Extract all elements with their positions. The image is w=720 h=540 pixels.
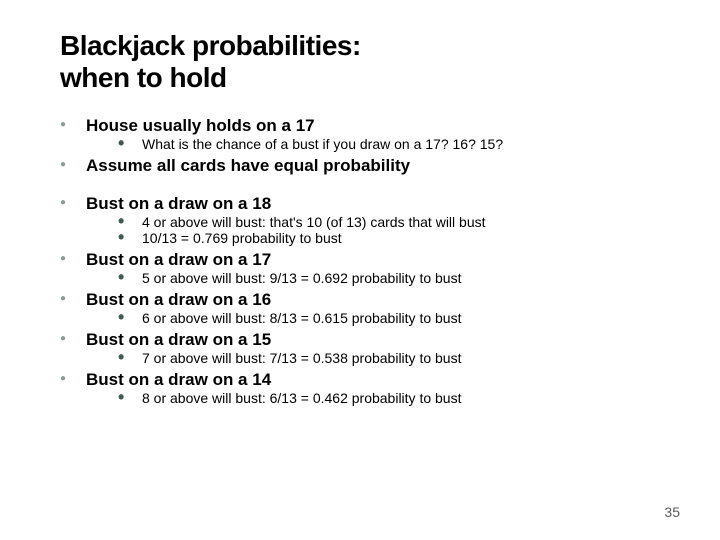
list-item-text: Bust on a draw on a 17 (86, 250, 271, 269)
sub-list-item: 4 or above will bust: that's 10 (of 13) … (112, 214, 660, 230)
list-item-text: Bust on a draw on a 18 (86, 194, 271, 213)
sub-list: 7 or above will bust: 7/13 = 0.538 proba… (112, 350, 660, 366)
sub-list-item: 5 or above will bust: 9/13 = 0.692 proba… (112, 270, 660, 286)
sub-list: 6 or above will bust: 8/13 = 0.615 proba… (112, 310, 660, 326)
page-number: 35 (664, 504, 680, 520)
bullet-list: House usually holds on a 17What is the c… (60, 116, 660, 406)
slide: Blackjack probabilities: when to hold Ho… (0, 0, 720, 540)
list-item: Bust on a draw on a 184 or above will bu… (60, 194, 660, 246)
sub-list-item: 10/13 = 0.769 probability to bust (112, 230, 660, 246)
sub-list-item: 6 or above will bust: 8/13 = 0.615 proba… (112, 310, 660, 326)
sub-list: What is the chance of a bust if you draw… (112, 136, 660, 152)
sub-list-item: 8 or above will bust: 6/13 = 0.462 proba… (112, 390, 660, 406)
title-line-1: Blackjack probabilities: (60, 30, 361, 61)
list-item: Bust on a draw on a 166 or above will bu… (60, 290, 660, 326)
sub-list-item: 7 or above will bust: 7/13 = 0.538 proba… (112, 350, 660, 366)
list-item: Assume all cards have equal probability (60, 156, 660, 176)
sub-list: 4 or above will bust: that's 10 (of 13) … (112, 214, 660, 246)
list-item-text: Bust on a draw on a 16 (86, 290, 271, 309)
spacer (60, 180, 660, 194)
sub-list-item: What is the chance of a bust if you draw… (112, 136, 660, 152)
sub-list: 8 or above will bust: 6/13 = 0.462 proba… (112, 390, 660, 406)
list-item-text: Bust on a draw on a 14 (86, 370, 271, 389)
title-line-2: when to hold (60, 62, 227, 93)
list-item: Bust on a draw on a 157 or above will bu… (60, 330, 660, 366)
sub-list: 5 or above will bust: 9/13 = 0.692 proba… (112, 270, 660, 286)
list-item-text: Assume all cards have equal probability (86, 156, 410, 175)
list-item-text: Bust on a draw on a 15 (86, 330, 271, 349)
slide-title: Blackjack probabilities: when to hold (60, 30, 660, 94)
list-item: Bust on a draw on a 175 or above will bu… (60, 250, 660, 286)
list-item: Bust on a draw on a 148 or above will bu… (60, 370, 660, 406)
list-item: House usually holds on a 17What is the c… (60, 116, 660, 152)
